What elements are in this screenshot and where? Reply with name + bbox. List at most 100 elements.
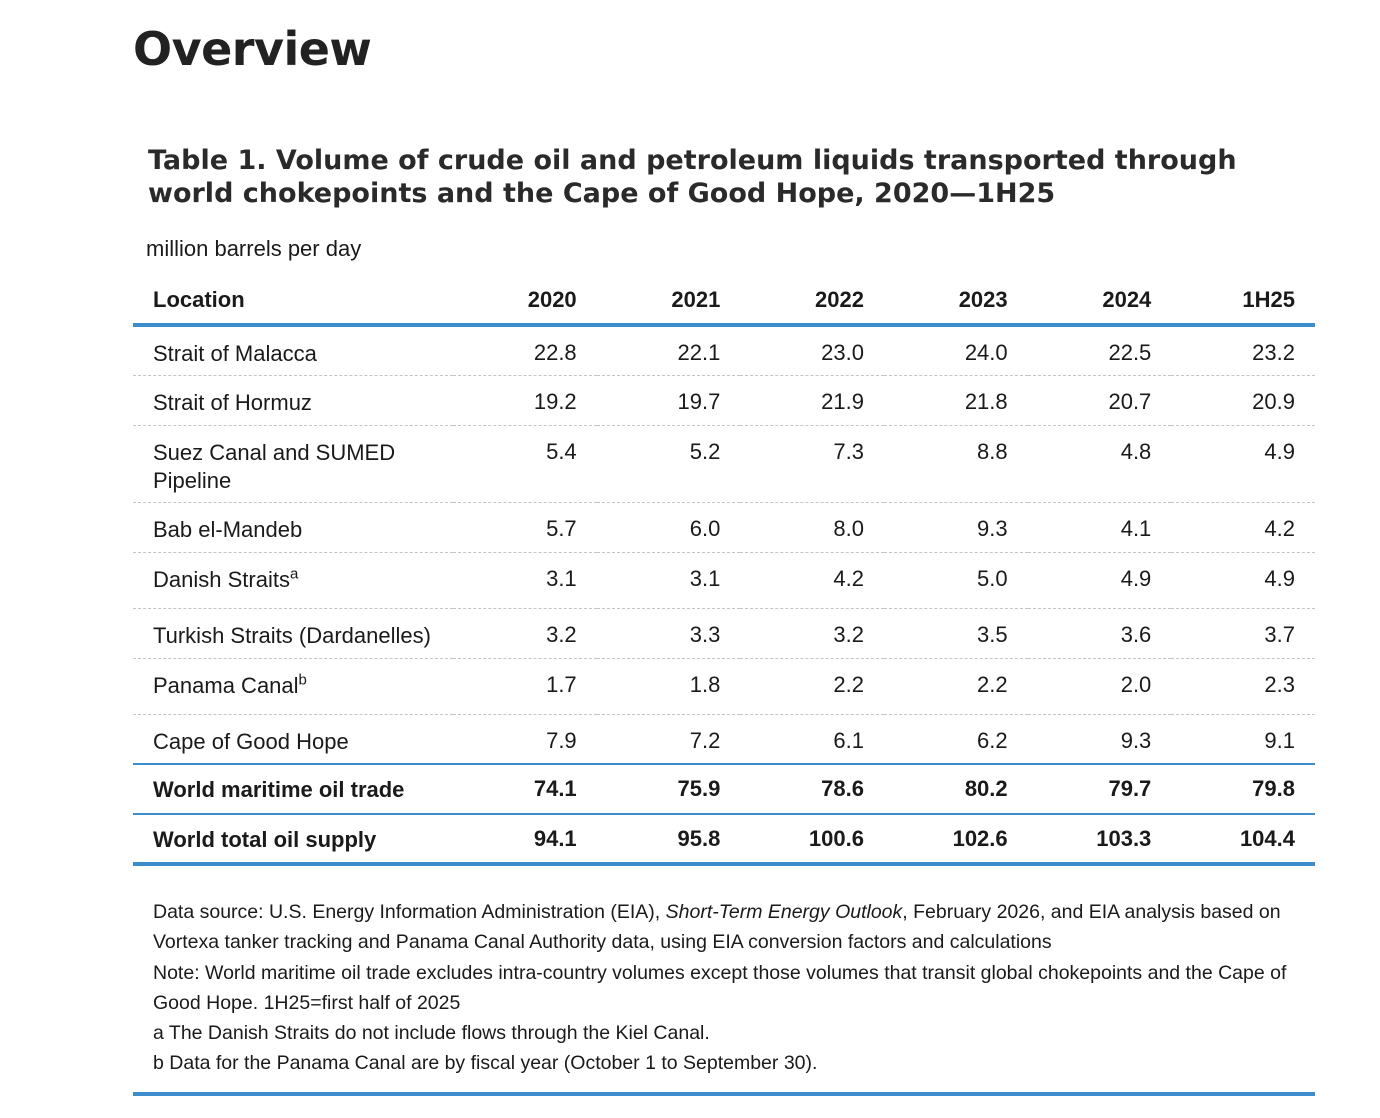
table-cell: 5.4 (453, 425, 597, 503)
table-row: Turkish Straits (Dardanelles) 3.2 3.3 3.… (133, 608, 1315, 659)
table-title: Table 1. Volume of crude oil and petrole… (148, 145, 1237, 209)
table-cell: 4.9 (1027, 552, 1172, 609)
bottom-divider (133, 1092, 1315, 1096)
table-cell: 3.1 (596, 552, 741, 609)
row-label: Strait of Malacca (133, 325, 454, 376)
table-cell: 3.2 (740, 608, 884, 659)
table-cell: 79.8 (1171, 764, 1315, 815)
total-row-maritime-trade: World maritime oil trade 74.1 75.9 78.6 … (133, 764, 1315, 815)
table-cell: 4.8 (1027, 425, 1172, 503)
table-cell: 3.6 (1027, 608, 1172, 659)
table-header-row: Location 2020 2021 2022 2023 2024 1H25 (133, 276, 1315, 327)
column-header-1h25: 1H25 (1171, 276, 1315, 327)
table-cell: 22.8 (453, 325, 597, 376)
column-header-2020: 2020 (453, 276, 597, 327)
table-cell: 7.3 (740, 425, 884, 503)
table-cell: 104.4 (1171, 814, 1315, 866)
table-row: Danish Straitsa 3.1 3.1 4.2 5.0 4.9 4.9 (133, 552, 1315, 609)
table-cell: 2.0 (1027, 658, 1172, 715)
table-cell: 78.6 (740, 764, 884, 815)
table-cell: 103.3 (1027, 814, 1172, 866)
table-cell: 23.0 (740, 325, 884, 376)
chokepoint-volume-table: Location 2020 2021 2022 2023 2024 1H25 S… (133, 276, 1315, 866)
source-publication-title: Short-Term Energy Outlook (665, 901, 903, 923)
row-label: Danish Straitsa (133, 552, 454, 609)
table-cell: 2.2 (740, 658, 884, 715)
table-cell: 23.2 (1171, 325, 1315, 376)
footnote-a: a The Danish Straits do not include flow… (153, 1022, 710, 1045)
table-cell: 102.6 (883, 814, 1028, 866)
table-cell: 1.8 (596, 658, 741, 715)
table-cell: 2.2 (883, 658, 1028, 715)
table-cell: 1.7 (453, 658, 597, 715)
table-row: Cape of Good Hope 7.9 7.2 6.1 6.2 9.3 9.… (133, 714, 1315, 765)
table-cell: 5.7 (453, 502, 597, 553)
table-cell: 9.3 (883, 502, 1028, 553)
column-header-location: Location (133, 276, 454, 327)
table-cell: 79.7 (1027, 764, 1172, 815)
row-label: Suez Canal and SUMED Pipeline (133, 425, 454, 503)
table-cell: 4.2 (740, 552, 884, 609)
table-cell: 4.9 (1171, 552, 1315, 609)
table-cell: 19.2 (453, 375, 597, 426)
row-label: Strait of Hormuz (133, 375, 454, 426)
column-header-2023: 2023 (883, 276, 1028, 327)
row-label: Turkish Straits (Dardanelles) (133, 608, 454, 659)
table-cell: 6.2 (883, 714, 1028, 765)
table-cell: 3.7 (1171, 608, 1315, 659)
row-label: Panama Canalb (133, 658, 454, 715)
table-notes: Data source: U.S. Energy Information Adm… (153, 897, 1303, 1079)
table-cell: 3.1 (453, 552, 597, 609)
page-heading: Overview (133, 22, 372, 76)
table-cell: 19.7 (596, 375, 741, 426)
column-header-2022: 2022 (740, 276, 884, 327)
total-row-oil-supply: World total oil supply 94.1 95.8 100.6 1… (133, 814, 1315, 866)
table-cell: 9.3 (1027, 714, 1172, 765)
table-row: Panama Canalb 1.7 1.8 2.2 2.2 2.0 2.3 (133, 658, 1315, 715)
table-cell: 24.0 (883, 325, 1028, 376)
table-cell: 7.9 (453, 714, 597, 765)
table-cell: 6.1 (740, 714, 884, 765)
table-cell: 20.9 (1171, 375, 1315, 426)
table-cell: 2.3 (1171, 658, 1315, 715)
table-cell: 94.1 (453, 814, 597, 866)
row-label: World maritime oil trade (133, 764, 454, 815)
table-cell: 6.0 (596, 502, 741, 553)
table-cell: 8.0 (740, 502, 884, 553)
table-cell: 22.5 (1027, 325, 1172, 376)
table-cell: 5.0 (883, 552, 1028, 609)
table-row: Suez Canal and SUMED Pipeline 5.4 5.2 7.… (133, 425, 1315, 503)
table-cell: 74.1 (453, 764, 597, 815)
table-cell: 4.9 (1171, 425, 1315, 503)
table-cell: 3.3 (596, 608, 741, 659)
table-cell: 21.9 (740, 375, 884, 426)
row-label: Cape of Good Hope (133, 714, 454, 765)
table-cell: 22.1 (596, 325, 741, 376)
column-header-2024: 2024 (1027, 276, 1172, 327)
table-cell: 3.5 (883, 608, 1028, 659)
table-cell: 7.2 (596, 714, 741, 765)
table-cell: 3.2 (453, 608, 597, 659)
data-source-note: Data source: U.S. Energy Information Adm… (153, 901, 1281, 954)
footnote-marker-a: a (289, 565, 299, 583)
column-header-2021: 2021 (596, 276, 741, 327)
table-cell: 8.8 (883, 425, 1028, 503)
table-cell: 4.1 (1027, 502, 1172, 553)
general-note: Note: World maritime oil trade excludes … (153, 961, 1287, 1014)
table-cell: 100.6 (740, 814, 884, 866)
table-cell: 80.2 (883, 764, 1028, 815)
table-cell: 95.8 (596, 814, 741, 866)
table-row: Bab el-Mandeb 5.7 6.0 8.0 9.3 4.1 4.2 (133, 502, 1315, 553)
table-cell: 9.1 (1171, 714, 1315, 765)
footnote-marker-b: b (298, 671, 307, 689)
table-units: million barrels per day (146, 236, 362, 261)
table-cell: 4.2 (1171, 502, 1315, 553)
row-label: World total oil supply (133, 814, 454, 866)
row-label: Bab el-Mandeb (133, 502, 454, 553)
table-cell: 75.9 (596, 764, 741, 815)
table-cell: 20.7 (1027, 375, 1172, 426)
table-cell: 21.8 (883, 375, 1028, 426)
table-row: Strait of Hormuz 19.2 19.7 21.9 21.8 20.… (133, 375, 1315, 426)
table-cell: 5.2 (596, 425, 741, 503)
footnote-b: b Data for the Panama Canal are by fisca… (153, 1052, 818, 1075)
